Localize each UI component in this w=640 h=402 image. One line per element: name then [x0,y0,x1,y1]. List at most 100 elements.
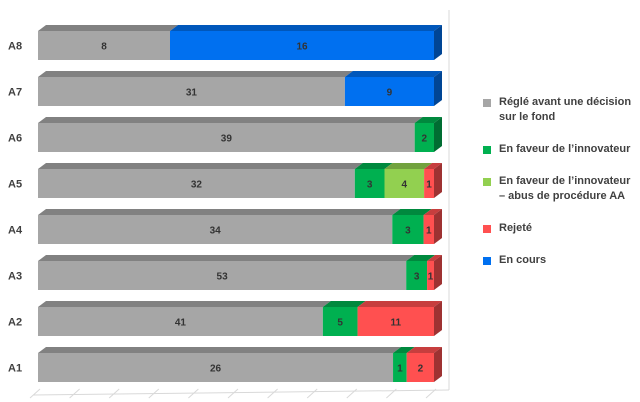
data-label: 2 [422,134,428,145]
bar-segment [322,307,358,336]
floor-tick [267,388,278,399]
bar-segment-top [38,209,401,215]
bar-segment-top [38,25,178,31]
bar-segment [38,123,415,152]
bar-segment-top [38,301,331,307]
data-label: 1 [397,364,403,375]
bar-segment [424,169,434,198]
data-label: 39 [221,134,233,145]
bar-segment [38,353,394,382]
legend-label-en-faveur: En faveur de l’innovateur [499,143,631,155]
legend-label-rejete: Rejeté [499,222,533,234]
bar-segment-side [434,209,442,244]
floor-line [32,389,450,396]
legend-swatch-en-cours [483,257,491,265]
data-label: 1 [426,226,432,237]
floor-tick [306,388,318,399]
bar-segment [170,31,434,60]
bar-segment-top [414,117,442,123]
bar-segment-top [38,117,423,123]
floor-tick [346,388,358,399]
bar-segment [392,215,424,244]
data-label: 1 [426,180,432,191]
bar-segment-top [392,209,432,215]
bar-segment [354,169,385,198]
legend-label-regle: Réglé avant une décision sur le fond [499,96,632,123]
chart-legend: Réglé avant une décision sur le fond En … [483,95,635,285]
data-label: 8 [101,42,107,53]
category-label: A2 [8,317,22,329]
bar-segment-top [344,71,442,77]
bar-segment [406,353,434,382]
floor-tick [29,388,41,399]
bar-segment-top [384,163,433,169]
category-label: A6 [8,133,22,145]
bar-segment-top [38,255,415,261]
category-label: A3 [8,271,22,283]
data-label: 31 [186,88,198,99]
bar-segment-top [354,163,393,169]
bar-segment [38,169,355,198]
bar-segment-top [38,347,402,353]
bar-segment-side [434,117,442,152]
data-label: 34 [210,226,222,237]
bar-segment-top [170,25,442,31]
bar-segment [38,261,407,290]
bar-segment-side [434,25,442,60]
bar-segment-top [427,255,442,261]
bar-segment-side [434,163,442,198]
data-label: 53 [217,272,229,283]
legend-item-abus: En faveur de l’innovateur – abus de proc… [483,174,635,204]
legend-label-en-cours: En cours [499,254,547,266]
floor-tick [386,388,397,399]
category-label: A4 [8,225,23,237]
legend-swatch-en-faveur [483,146,491,154]
floor-tick [227,388,239,399]
legend-label-abus: En faveur de l’innovateur – abus de proc… [499,175,631,202]
bar-segment [357,307,434,336]
data-label: 41 [175,318,187,329]
data-label: 3 [405,226,411,237]
category-label: A5 [8,179,22,191]
data-label: 3 [414,272,420,283]
bar-segment-side [434,347,442,382]
bar-segment [38,31,170,60]
bar-segment [406,261,428,290]
data-label: 5 [337,318,343,329]
legend-swatch-rejete [483,225,491,233]
bar-segment-top [423,209,442,215]
floor-tick [69,388,80,399]
category-label: A8 [8,41,22,53]
data-label: 26 [210,364,222,375]
data-label: 4 [402,180,408,191]
bar-segment [384,169,425,198]
data-label: 1 [428,272,434,283]
category-label: A1 [8,363,22,375]
bar-segment [414,123,434,152]
floor-tick [425,388,437,399]
data-label: 9 [387,88,393,99]
legend-item-regle: Réglé avant une décision sur le fond [483,95,635,125]
bar-segment-side [434,71,442,106]
bar-segment-top [406,255,436,261]
legend-swatch-abus [483,178,491,186]
legend-item-en-faveur: En faveur de l’innovateur [483,142,635,157]
bar-segment-top [38,163,363,169]
bar-segment [38,77,345,106]
data-label: 2 [418,364,424,375]
bar-segment [393,353,407,382]
bar-segment-top [406,347,442,353]
bar-segment [427,261,434,290]
legend-item-en-cours: En cours [483,253,635,268]
bar-segment-top [393,347,415,353]
category-label: A7 [8,87,22,99]
bar-segment [344,77,434,106]
bar-segment [423,215,434,244]
bar-segment-top [38,71,353,77]
data-label: 11 [391,318,402,329]
bar-segment-top [424,163,442,169]
bar-segment-side [434,255,442,290]
bar-segment [38,307,323,336]
bar-segment-top [357,301,442,307]
